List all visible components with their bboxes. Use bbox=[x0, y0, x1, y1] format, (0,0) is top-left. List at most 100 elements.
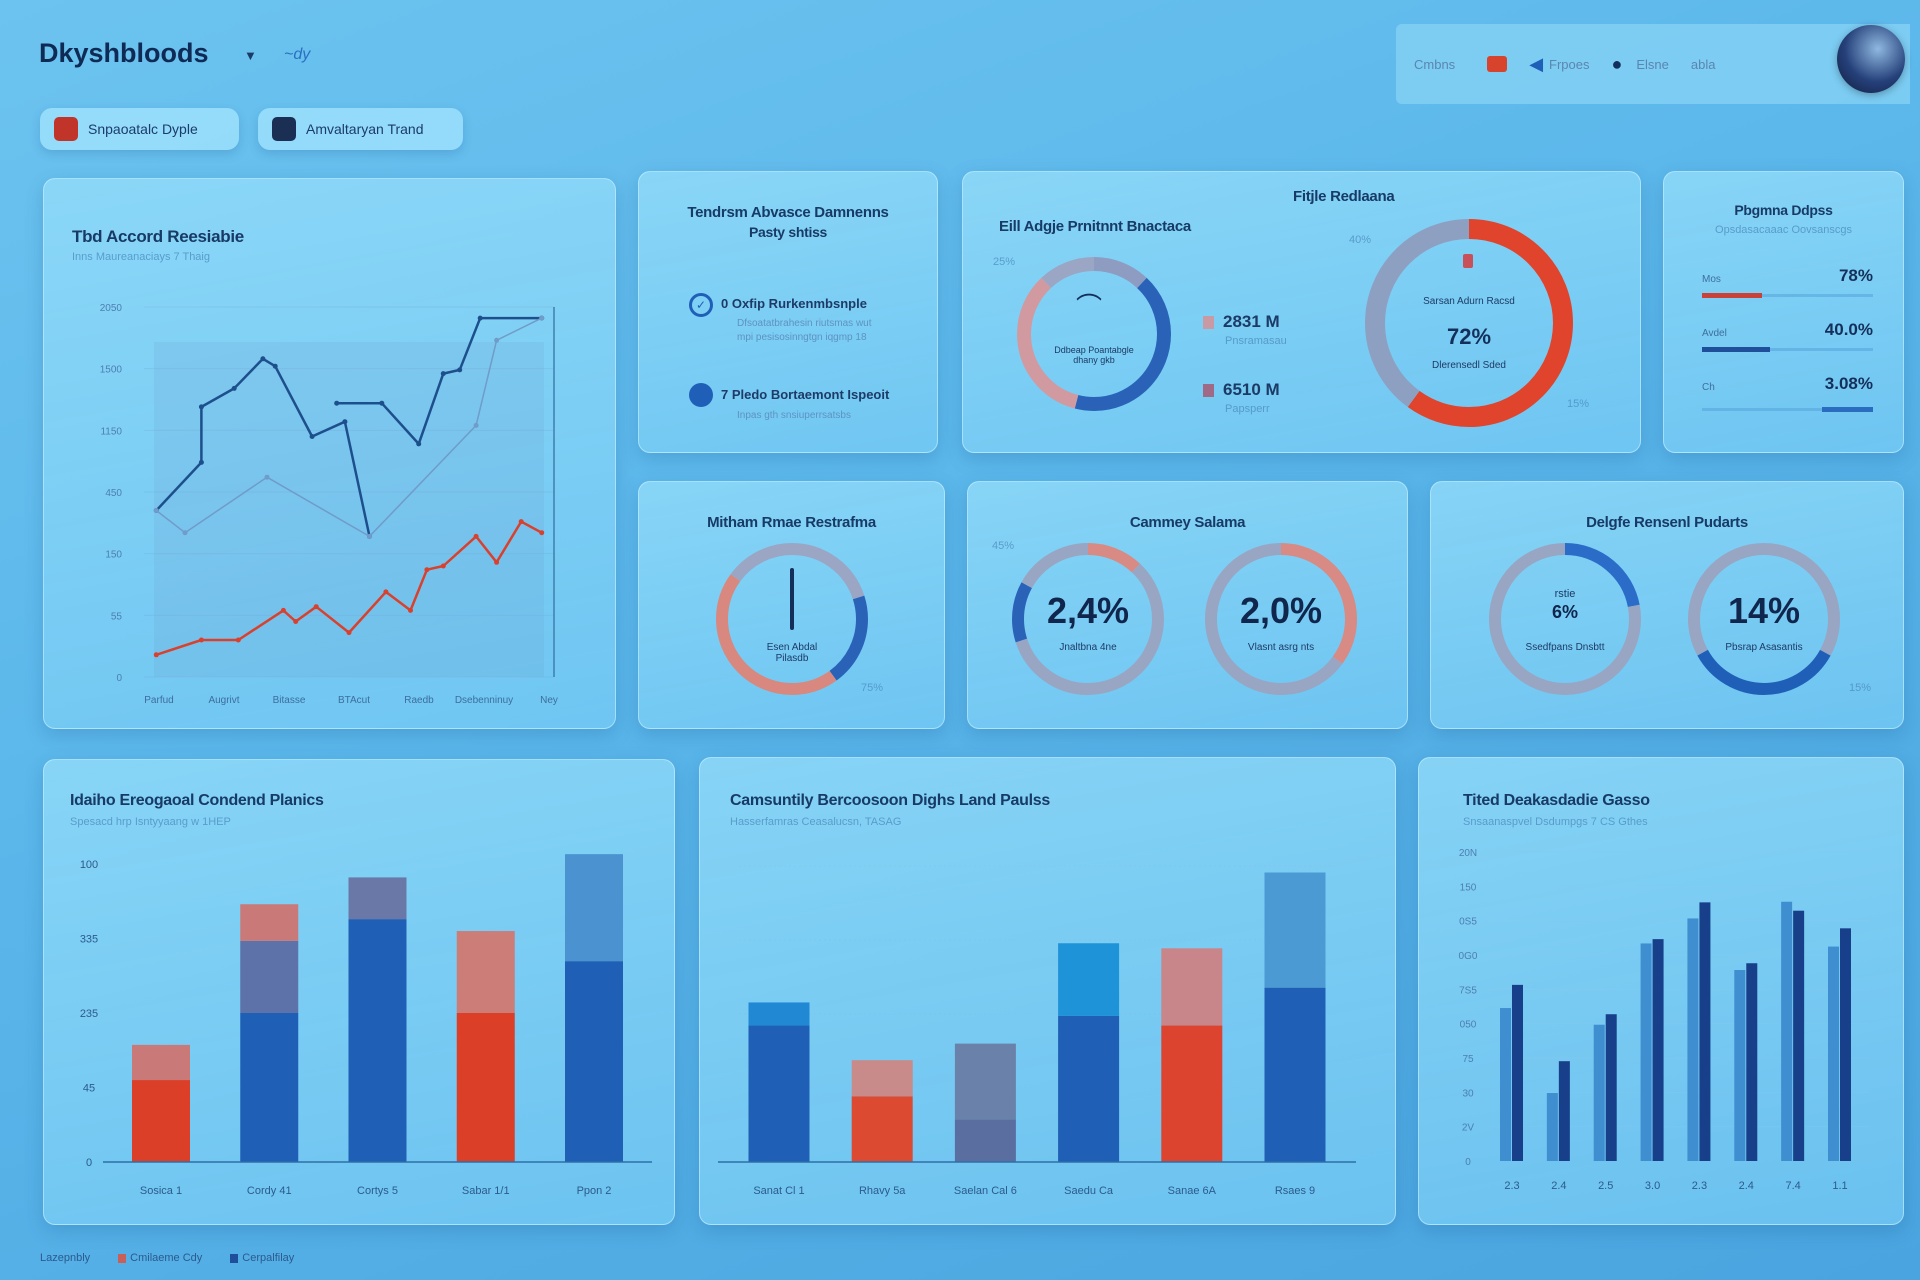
bar-segment bbox=[240, 1013, 299, 1162]
legend-value-1: 2831 M bbox=[1223, 312, 1280, 331]
percent-title: Delgfe Rensenl Pudarts bbox=[1586, 514, 1748, 531]
x-tick-label: Ney bbox=[540, 695, 558, 706]
bar-segment bbox=[748, 1025, 810, 1162]
progress-title: Pbgmna Ddpss bbox=[1734, 202, 1833, 218]
analytics-button[interactable]: Amvaltaryan Trand bbox=[258, 108, 463, 150]
bar-chart-3-title: Tited Deakasdadie Gasso bbox=[1463, 792, 1650, 809]
line-point bbox=[198, 459, 204, 465]
line-point bbox=[416, 441, 422, 447]
bar bbox=[1793, 910, 1805, 1161]
action-item-2[interactable]: 7 Pledo Bortaemont Ispeoit bbox=[721, 387, 890, 402]
rate-card: Cammey Salama 45% 2,4% Jnaltbna 4ne 2,0%… bbox=[967, 481, 1408, 729]
legend-caption-1: Pnsramasau bbox=[1225, 335, 1287, 347]
bar-segment bbox=[1058, 943, 1120, 1016]
legend-label-2: Cmilaeme Cdy bbox=[130, 1252, 203, 1264]
x-tick-label: 3.0 bbox=[1645, 1180, 1660, 1192]
line-point bbox=[231, 385, 237, 391]
bar-segment bbox=[1161, 1025, 1223, 1162]
line-point bbox=[473, 422, 479, 428]
notification-icon[interactable]: ● bbox=[1611, 53, 1623, 74]
line-point bbox=[379, 400, 385, 406]
y-tick-label: 75 bbox=[1462, 1054, 1474, 1065]
line-point bbox=[539, 315, 545, 321]
legend-item-3[interactable]: Cerpalfilay bbox=[230, 1252, 294, 1264]
donut-segment-2 bbox=[1017, 257, 1171, 411]
donut-segment-1 bbox=[716, 543, 868, 695]
y-tick-label: 235 bbox=[80, 1008, 98, 1020]
bar bbox=[1500, 1008, 1511, 1161]
toolbar-item-2[interactable]: Frpoes bbox=[1549, 56, 1590, 72]
progress-label: Avdel bbox=[1702, 328, 1727, 339]
rate-donut-left bbox=[1012, 543, 1164, 695]
page-title: Dkyshbloods bbox=[39, 38, 209, 69]
legend-item-2[interactable]: Cmilaeme Cdy bbox=[118, 1252, 202, 1264]
x-tick-label: 1.1 bbox=[1832, 1180, 1847, 1192]
gauge-center: Esen Abdal Pilasdb bbox=[766, 642, 818, 664]
percent-donut-right bbox=[1688, 543, 1840, 695]
bar-segment bbox=[1264, 987, 1326, 1162]
bar-segment bbox=[1264, 872, 1326, 988]
y-tick-label: 1500 bbox=[100, 365, 123, 376]
percent-card: Delgfe Rensenl Pudarts rstie 6% Ssedfpan… bbox=[1430, 481, 1904, 729]
line-point bbox=[424, 567, 430, 573]
report-button-label: Snpaoatalc Dyple bbox=[88, 121, 198, 137]
bar-segment bbox=[851, 1096, 913, 1162]
bar bbox=[1828, 946, 1839, 1161]
analytics-icon bbox=[272, 117, 296, 141]
progress-fill bbox=[1702, 293, 1762, 298]
legend-item-1[interactable]: Lazepnbly bbox=[40, 1252, 90, 1264]
progress-row: Mos 78% bbox=[1702, 264, 1873, 304]
report-icon bbox=[54, 117, 78, 141]
top-toolbar: Cmbns ◀ Frpoes ● Elsne abla bbox=[1396, 24, 1910, 104]
line-point bbox=[383, 589, 389, 595]
donut-segment-1 bbox=[1489, 543, 1641, 695]
progress-card: Pbgmna Ddpss Opsdasacaaac Oovsanscgs Mos… bbox=[1663, 171, 1904, 453]
y-tick-label: 30 bbox=[1462, 1088, 1474, 1099]
x-tick-label: Dsebenninuy bbox=[455, 695, 513, 706]
x-tick-label: Sabar 1/1 bbox=[462, 1185, 510, 1197]
line-point bbox=[457, 367, 463, 373]
bar-segment bbox=[132, 1080, 190, 1162]
y-tick-label: 1150 bbox=[100, 426, 122, 437]
report-button[interactable]: Snpaoatalc Dyple bbox=[40, 108, 239, 150]
gauge-tick: 75% bbox=[861, 682, 884, 694]
rate-right-value: 2,0% bbox=[1239, 590, 1323, 631]
right-donut bbox=[1365, 219, 1573, 427]
line-point bbox=[342, 419, 348, 425]
line-point bbox=[477, 315, 483, 321]
y-tick-label: 0 bbox=[1465, 1157, 1471, 1168]
line-point bbox=[153, 652, 159, 658]
action-item-1[interactable]: 0 Oxfip Rurkenmbsnple bbox=[721, 296, 867, 311]
share-icon[interactable]: ◀ bbox=[1529, 53, 1544, 74]
header-link[interactable]: ~dy bbox=[284, 46, 311, 63]
donut-segment-1 bbox=[1688, 543, 1840, 695]
x-tick-label: Cordy 41 bbox=[247, 1185, 292, 1197]
bar bbox=[1840, 928, 1851, 1161]
y-tick-label: 0 bbox=[116, 673, 122, 684]
x-tick-label: Rhavy 5a bbox=[859, 1185, 906, 1197]
line-point bbox=[518, 519, 524, 525]
legend-caption-2: Papsperr bbox=[1225, 403, 1270, 415]
donut-segment-1 bbox=[1017, 257, 1171, 411]
chevron-down-icon[interactable]: ▼ bbox=[244, 48, 257, 63]
line-point bbox=[539, 530, 545, 536]
toolbar-label[interactable]: Cmbns bbox=[1414, 56, 1456, 72]
line-point bbox=[280, 607, 286, 613]
donut-card: Fitjle Redlaana Eill Adgje Prnitnnt Bnac… bbox=[962, 171, 1641, 453]
x-tick-label: Saelan Cal 6 bbox=[954, 1185, 1017, 1197]
bar bbox=[1546, 1093, 1558, 1161]
y-tick-label: 450 bbox=[105, 488, 122, 499]
bar-segment bbox=[1058, 1015, 1120, 1162]
progress-value: 3.08% bbox=[1824, 374, 1873, 393]
chat-icon bbox=[689, 383, 713, 407]
toolbar-item-4[interactable]: abla bbox=[1690, 56, 1716, 72]
line-point bbox=[494, 559, 500, 565]
progress-value: 40.0% bbox=[1824, 320, 1873, 339]
avatar[interactable] bbox=[1837, 25, 1905, 93]
toolbar-item-3[interactable]: Elsne bbox=[1636, 56, 1669, 72]
progress-subtitle: Opsdasacaaac Oovsanscgs bbox=[1715, 224, 1852, 236]
line-chart-subtitle: Inns Maureanaciays 7 Thaig bbox=[72, 251, 210, 263]
y-tick-label: 7S5 bbox=[1459, 985, 1477, 996]
inbox-icon[interactable] bbox=[1487, 56, 1508, 72]
rate-right-caption: Vlasnt asrg nts bbox=[1247, 642, 1315, 653]
